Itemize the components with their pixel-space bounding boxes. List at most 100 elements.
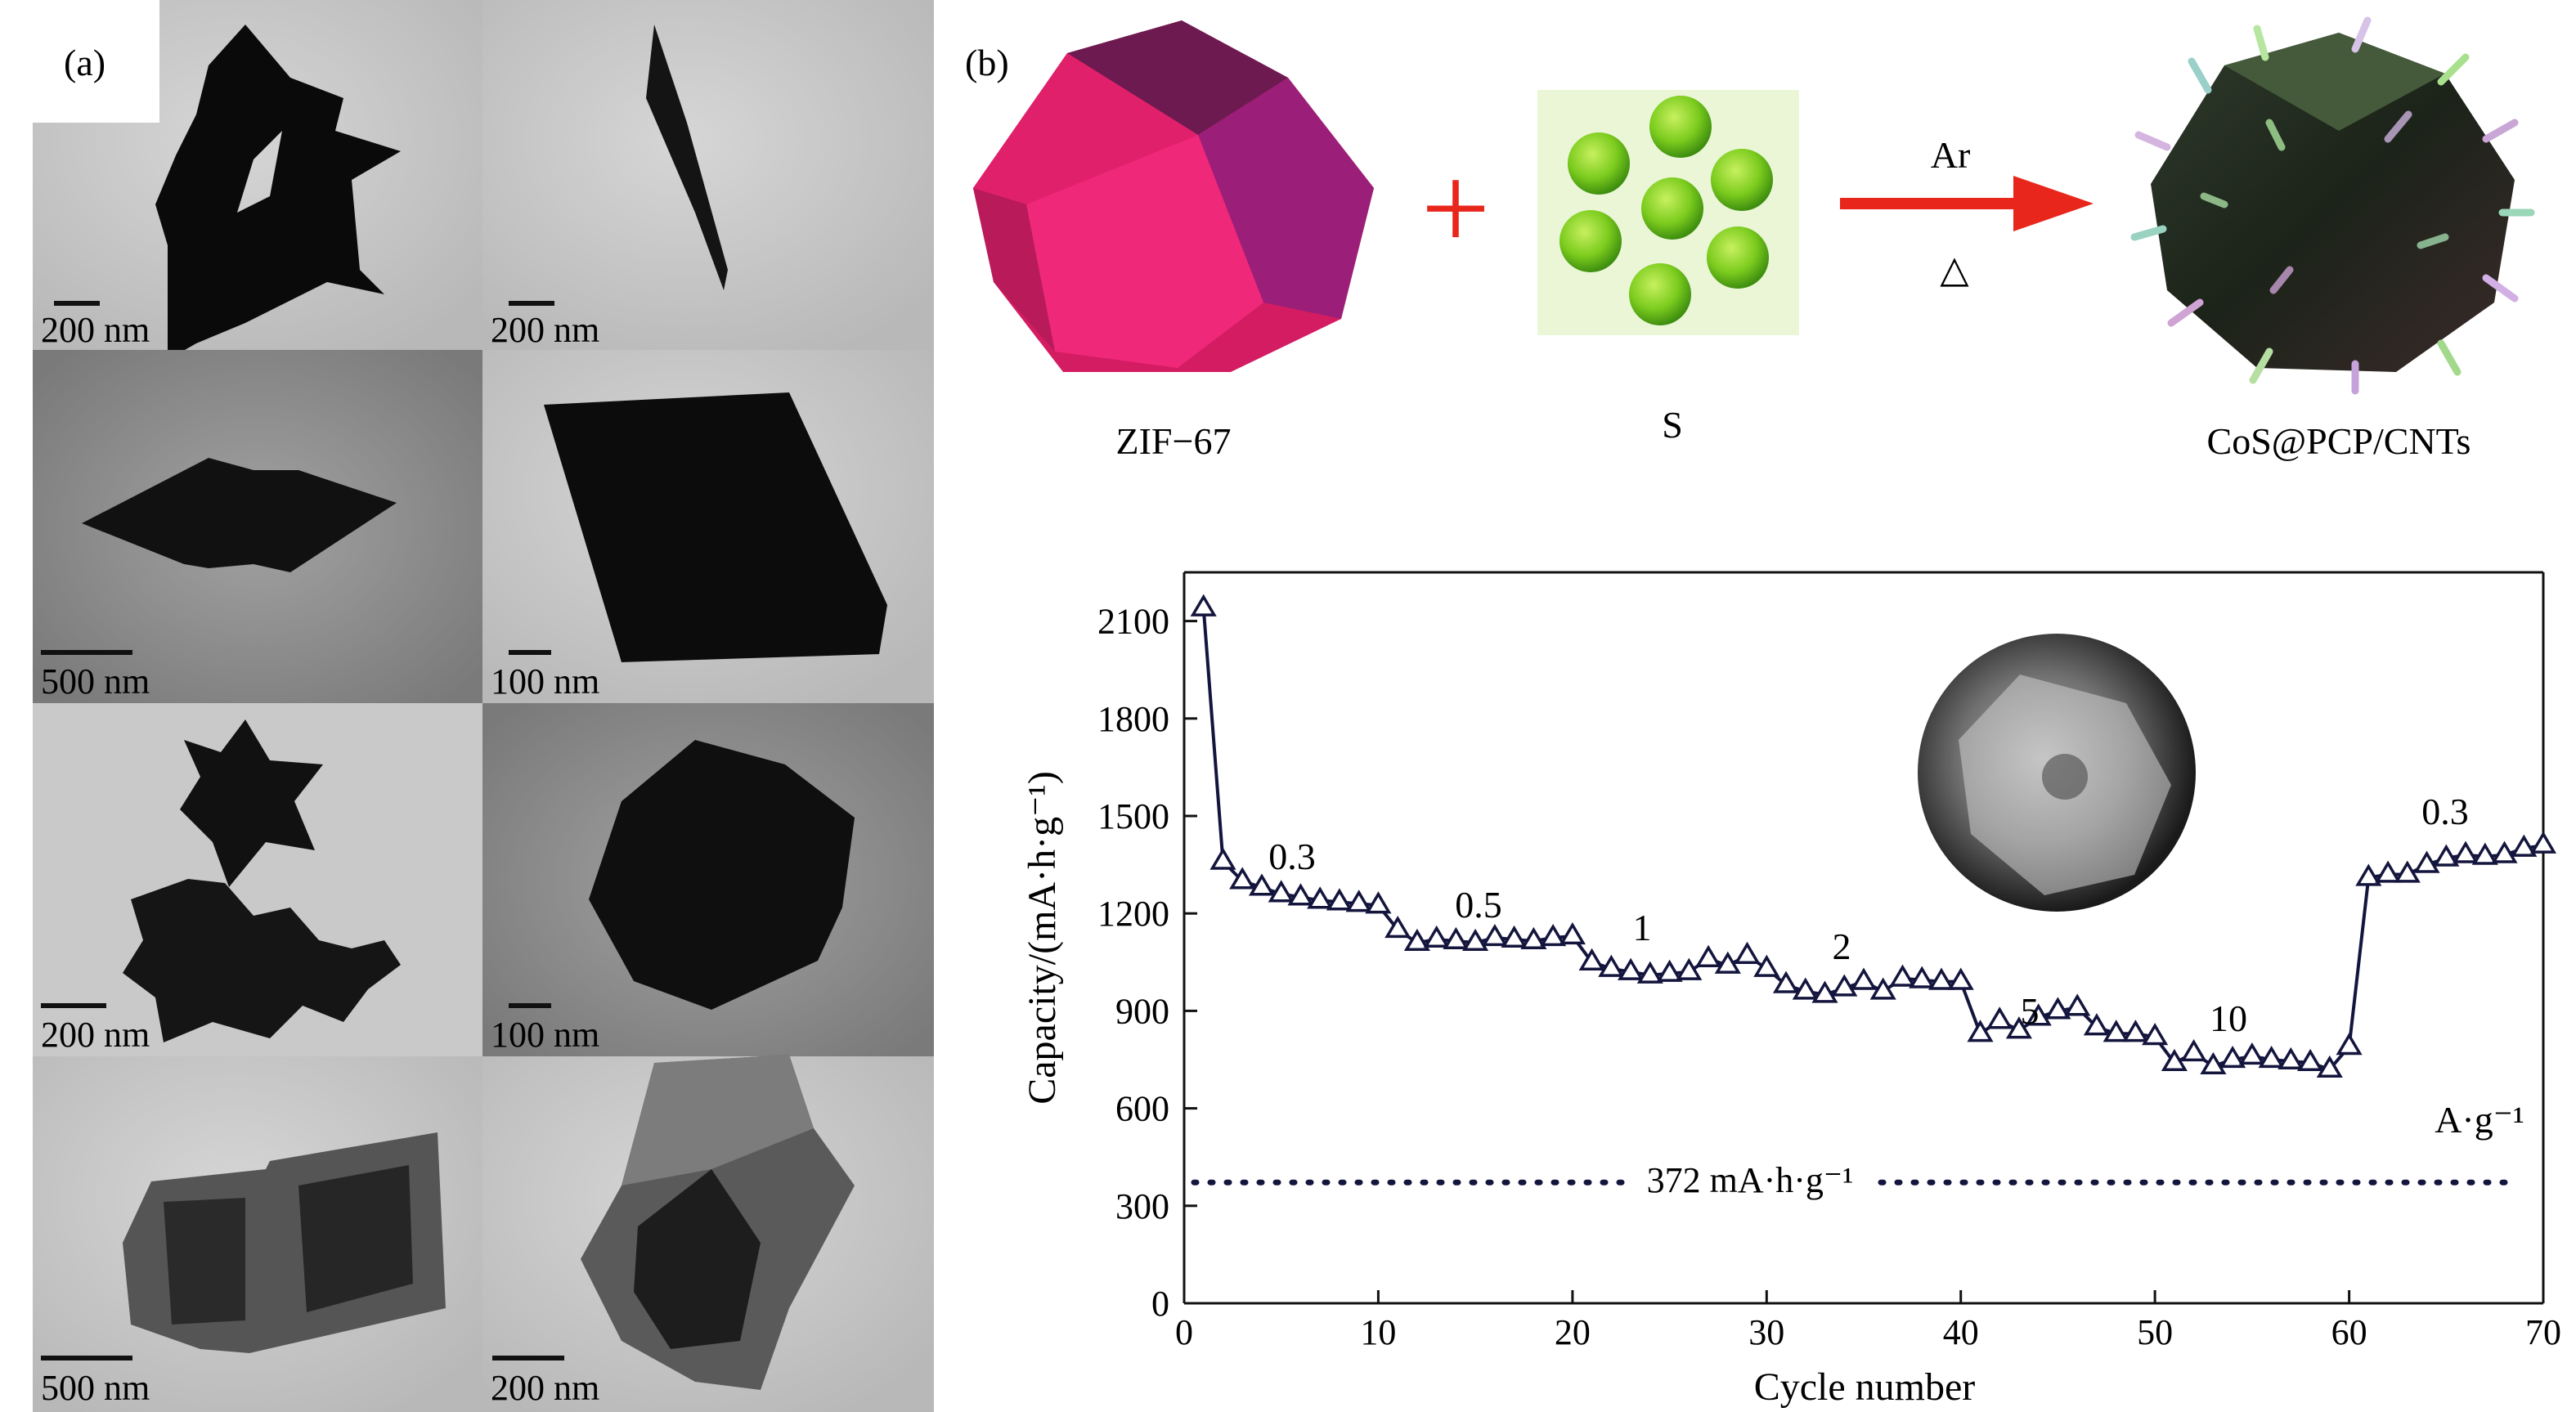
particle-twin-plates bbox=[82, 458, 397, 572]
y-tick-label-0: 0 bbox=[1151, 1284, 1169, 1324]
x-tick-label-40: 40 bbox=[1943, 1312, 1979, 1352]
data-point-28 bbox=[1714, 951, 1741, 974]
x-tick-label-20: 20 bbox=[1555, 1312, 1591, 1352]
data-point-40 bbox=[1947, 967, 1974, 990]
x-tick-label-50: 50 bbox=[2137, 1312, 2173, 1352]
data-point-43 bbox=[2005, 1016, 2032, 1039]
data-point-2 bbox=[1209, 847, 1236, 870]
data-point-60 bbox=[2336, 1033, 2363, 1056]
data-point-47 bbox=[2083, 1013, 2110, 1036]
y-tick-labels: 0 300 600 900 1200 1500 1800 2100 bbox=[1097, 602, 1169, 1324]
data-point-23 bbox=[1618, 957, 1645, 980]
data-point-38 bbox=[1909, 966, 1936, 988]
x-ticks bbox=[1183, 1290, 2545, 1303]
annotation-rate-2: 2 bbox=[1833, 926, 1851, 967]
particle-hexagonal bbox=[589, 740, 855, 1010]
data-point-42 bbox=[1986, 1006, 2013, 1029]
arrow-condition-gas: Ar bbox=[1931, 134, 1971, 176]
data-point-5 bbox=[1268, 880, 1295, 903]
y-tick-label-600: 600 bbox=[1115, 1089, 1169, 1129]
cos-pcp-cnt-product bbox=[2130, 16, 2535, 395]
reference-label: 372 mA·h·g⁻¹ bbox=[1647, 1160, 1854, 1200]
y-tick-label-2100: 2100 bbox=[1097, 602, 1169, 642]
arrow-condition-heat: △ bbox=[1940, 249, 1969, 290]
particle-star-cluster-1 bbox=[180, 719, 323, 887]
data-point-56 bbox=[2258, 1045, 2285, 1069]
data-point-52 bbox=[2180, 1038, 2207, 1062]
data-point-64 bbox=[2413, 850, 2440, 873]
data-point-48 bbox=[2103, 1020, 2129, 1042]
data-point-31 bbox=[1772, 970, 1800, 993]
data-point-15 bbox=[1462, 928, 1489, 952]
data-point-51 bbox=[2161, 1048, 2188, 1072]
panel-a: 200 nm 200 nm 500 nm 100 nm 200 nm 100 n… bbox=[29, 0, 937, 1412]
scale-bars bbox=[41, 301, 564, 1360]
zif67-label: ZIF−67 bbox=[1116, 420, 1232, 462]
data-point-41 bbox=[1967, 1020, 1994, 1042]
data-point-6 bbox=[1287, 883, 1314, 906]
data-point-65 bbox=[2433, 844, 2460, 867]
data-point-55 bbox=[2238, 1042, 2265, 1065]
scale-bar-label-6: 100 nm bbox=[491, 1015, 599, 1055]
data-point-67 bbox=[2471, 842, 2498, 865]
data-point-70 bbox=[2529, 831, 2557, 854]
annotation-rate-10: 10 bbox=[2210, 997, 2247, 1039]
data-point-58 bbox=[2297, 1048, 2324, 1072]
y-tick-label-1200: 1200 bbox=[1097, 894, 1169, 934]
data-point-3 bbox=[1229, 867, 1256, 890]
panel-label-a: (a) bbox=[64, 42, 105, 83]
data-point-12 bbox=[1403, 928, 1430, 952]
data-point-29 bbox=[1734, 941, 1761, 964]
annotation-rate-5: 5 bbox=[2021, 990, 2040, 1032]
data-point-14 bbox=[1443, 926, 1470, 950]
data-point-50 bbox=[2142, 1023, 2169, 1046]
x-tick-label-10: 10 bbox=[1360, 1312, 1396, 1352]
y-tick-label-900: 900 bbox=[1115, 991, 1169, 1031]
y-tick-label-1800: 1800 bbox=[1097, 699, 1169, 739]
scale-bar-label-1: 200 nm bbox=[41, 310, 150, 350]
scale-bar-label-4: 100 nm bbox=[491, 661, 599, 702]
data-point-20 bbox=[1559, 921, 1586, 945]
y-tick-label-300: 300 bbox=[1115, 1186, 1169, 1226]
x-tick-label-60: 60 bbox=[2331, 1312, 2367, 1352]
sulfur-particles bbox=[1537, 90, 1799, 335]
data-point-10 bbox=[1365, 891, 1392, 914]
data-point-68 bbox=[2491, 840, 2518, 863]
data-point-34 bbox=[1831, 974, 1858, 997]
y-tick-label-1500: 1500 bbox=[1097, 796, 1169, 836]
data-point-4 bbox=[1248, 873, 1276, 896]
particle-hollow-cube bbox=[581, 1055, 855, 1390]
panel-b-scheme: (b) ZIF−67 + S Ar △ bbox=[965, 16, 2535, 462]
data-point-45 bbox=[2044, 997, 2071, 1020]
annotation-rate-1: 1 bbox=[1633, 907, 1652, 948]
data-point-35 bbox=[1850, 967, 1878, 990]
data-point-1 bbox=[1190, 594, 1217, 616]
rate-capability-chart: 0 10 20 30 40 50 60 70 0 300 600 900 120… bbox=[1021, 571, 2561, 1409]
y-axis-title: Capacity/(mA·h·g⁻¹) bbox=[1021, 771, 1064, 1105]
particle-hollow-box-pair bbox=[123, 1132, 446, 1353]
scale-bar-label-5: 200 nm bbox=[41, 1015, 150, 1055]
x-tick-labels: 0 10 20 30 40 50 60 70 bbox=[1175, 1312, 2561, 1352]
particle-triangular-star bbox=[155, 25, 401, 360]
data-point-21 bbox=[1578, 948, 1605, 970]
annotation-rate-0.3-start: 0.3 bbox=[1268, 836, 1316, 877]
data-point-54 bbox=[2219, 1045, 2246, 1069]
data-point-17 bbox=[1501, 925, 1528, 948]
data-point-66 bbox=[2452, 840, 2480, 863]
x-tick-label-70: 70 bbox=[2525, 1312, 2561, 1352]
data-point-46 bbox=[2064, 993, 2091, 1016]
data-point-24 bbox=[1636, 961, 1663, 984]
data-point-13 bbox=[1423, 925, 1450, 948]
data-point-8 bbox=[1326, 888, 1353, 911]
scale-bar-label-2: 200 nm bbox=[491, 310, 599, 350]
data-point-62 bbox=[2375, 860, 2402, 883]
annotation-rate-0.3-end: 0.3 bbox=[2421, 791, 2469, 832]
y-ticks bbox=[1184, 620, 1197, 1305]
capacity-series bbox=[1190, 594, 2557, 1078]
data-point-37 bbox=[1889, 964, 1916, 987]
inset-tem-image bbox=[1918, 634, 2196, 912]
data-point-39 bbox=[1928, 967, 1955, 990]
current-annotations: 0.3 0.5 1 2 5 10 0.3 A·g⁻¹ bbox=[1268, 791, 2524, 1141]
particle-spindle bbox=[646, 25, 728, 290]
